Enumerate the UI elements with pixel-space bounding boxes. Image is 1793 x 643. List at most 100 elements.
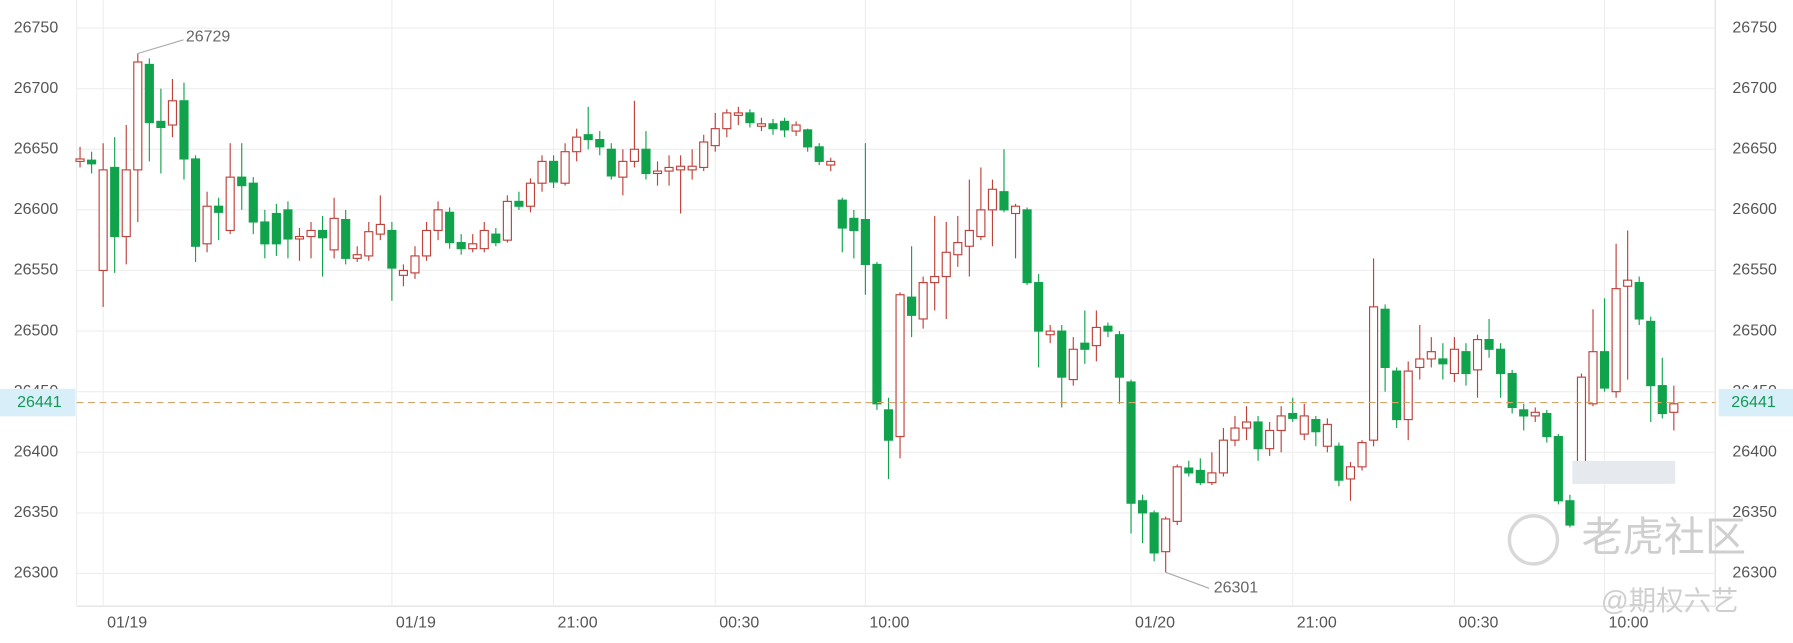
candle-body (1103, 325, 1113, 332)
candle-body (722, 112, 732, 130)
candle-body (1057, 330, 1067, 378)
y-tick-label: 26700 (1732, 80, 1777, 97)
candle-body (745, 112, 755, 124)
candle-body (1472, 338, 1483, 371)
candle-body (1576, 376, 1587, 463)
candle-body (237, 176, 247, 187)
candle-body (641, 148, 651, 175)
candle-body (572, 136, 582, 153)
candle-body (883, 409, 894, 441)
candle-body (1449, 348, 1459, 375)
candle-body (907, 296, 917, 316)
annotation-line (1165, 571, 1210, 589)
candle-body (606, 148, 616, 177)
candle-body (1161, 518, 1171, 553)
candle-body (468, 243, 478, 250)
candle-body (1542, 412, 1552, 438)
candle-body (1184, 467, 1194, 474)
candles (75, 53, 1679, 573)
candle-body (583, 134, 593, 141)
candle-body (1138, 500, 1148, 514)
candle-body (1149, 512, 1159, 554)
overlay: 26729 26301 26441 26441 (0, 29, 1793, 597)
watermark: @期权六艺 (1601, 585, 1739, 616)
candle-body (1022, 209, 1032, 284)
candle-body (1311, 418, 1321, 433)
y-tick-label: 26350 (14, 504, 59, 521)
candle-body (144, 63, 154, 124)
candle-body (837, 199, 847, 229)
candle-body (930, 275, 940, 284)
candle-body (190, 158, 201, 247)
candle-body (387, 229, 397, 269)
candle-body (329, 217, 339, 251)
candle-body (271, 212, 281, 245)
candle-body (1010, 205, 1021, 215)
candle-body (548, 160, 559, 183)
candle-body (502, 200, 512, 241)
candle-body (121, 169, 131, 238)
candle-body (941, 251, 951, 278)
candle-body (364, 231, 374, 257)
candle-body (491, 233, 501, 244)
watermark-logo (1507, 514, 1560, 566)
annotation-line (137, 39, 184, 55)
y-tick-label: 26400 (1732, 444, 1777, 461)
candle-body (1426, 351, 1436, 360)
candle-body (987, 188, 998, 211)
candle-body (791, 124, 801, 132)
candle-body (479, 229, 489, 250)
candle-body (1322, 423, 1332, 447)
y-tick-label: 26350 (1732, 504, 1777, 521)
candle-body (860, 218, 870, 265)
candle-body (1611, 288, 1621, 393)
candle-body (1530, 411, 1540, 417)
y-tick-label: 26500 (14, 322, 59, 339)
candle-body (1195, 469, 1205, 484)
candle-body (525, 182, 536, 207)
candle-body (676, 165, 686, 171)
candle-body (826, 160, 836, 166)
y-tick-label: 26550 (14, 262, 59, 279)
candle-body (1068, 348, 1078, 381)
candle-body (1034, 282, 1044, 332)
candle-body (1403, 370, 1413, 421)
candle-body (699, 141, 709, 169)
y-tick-label: 26750 (14, 19, 59, 36)
candle-body (179, 100, 189, 160)
candle-body (1484, 338, 1494, 350)
candle-body (1657, 385, 1667, 415)
candle-body (1253, 421, 1263, 450)
x-tick-label: 01/20 (1135, 615, 1175, 632)
candle-body (1392, 370, 1402, 421)
y-tick-label: 26600 (14, 201, 59, 218)
x-tick-label: 10:00 (1609, 615, 1649, 632)
x-tick-label: 01/19 (396, 615, 436, 632)
candle-body (375, 223, 385, 235)
candle-body (803, 129, 813, 148)
y-tick-label: 26700 (14, 80, 59, 97)
candle-body (1334, 445, 1344, 481)
candle-body (306, 229, 316, 238)
x-tick-label: 01/19 (107, 615, 147, 632)
candle-body (1080, 342, 1090, 350)
y-tick-label: 26500 (1732, 322, 1777, 339)
candle-body (1438, 358, 1448, 365)
candle-body (1126, 381, 1136, 504)
last-price-label: 26441 (1731, 394, 1776, 411)
candle-body (1241, 421, 1252, 429)
candle-body (294, 235, 305, 240)
candle-body (1507, 372, 1517, 409)
candle-body (895, 294, 905, 438)
candle-body (87, 159, 97, 165)
candle-body (167, 100, 178, 126)
candle-body (1380, 308, 1390, 369)
candle-body (976, 209, 986, 238)
candle-body (1623, 279, 1633, 287)
y-tick-label: 26550 (1732, 262, 1777, 279)
price-box (0, 388, 76, 417)
candle-body (156, 120, 166, 129)
candle-body (1368, 306, 1379, 441)
candle-body (560, 151, 570, 184)
